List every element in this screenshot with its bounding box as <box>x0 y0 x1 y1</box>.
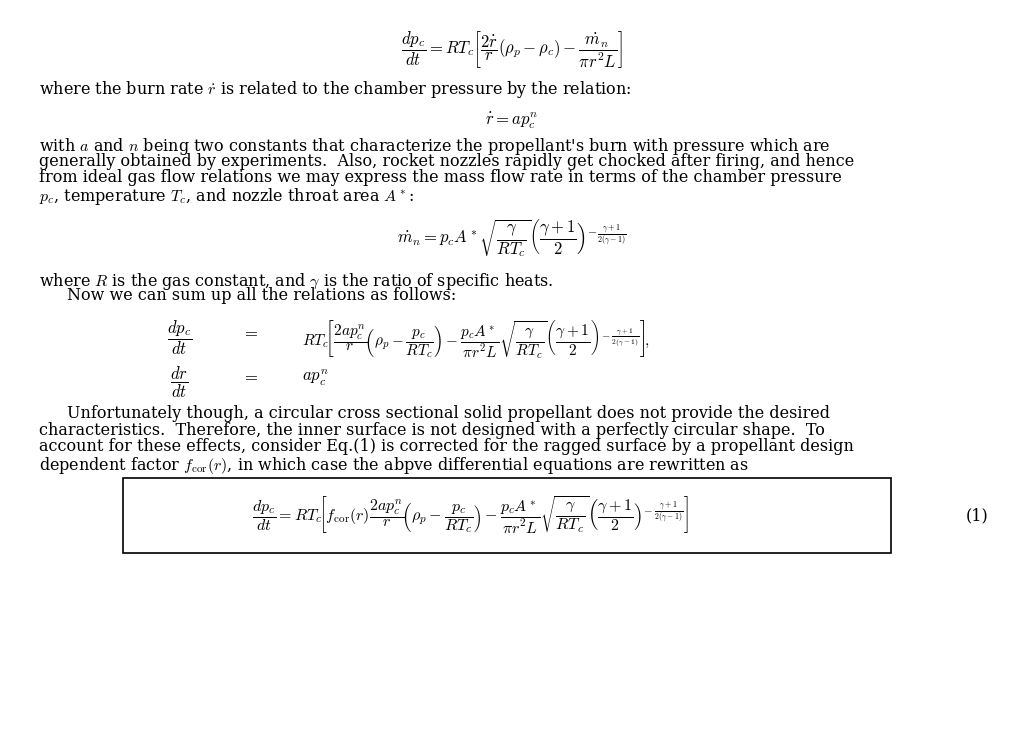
Text: where $R$ is the gas constant, and $\gamma$ is the ratio of specific heats.: where $R$ is the gas constant, and $\gam… <box>39 271 554 292</box>
Text: dependent factor $f_{\mathrm{cor}}(r)$, in which case the abpve differential equ: dependent factor $f_{\mathrm{cor}}(r)$, … <box>39 455 749 476</box>
Text: characteristics.  Therefore, the inner surface is not designed with a perfectly : characteristics. Therefore, the inner su… <box>39 422 824 438</box>
Text: $\dfrac{dp_c}{dt} = RT_c\!\left[f_{\mathrm{cor}}(r)\dfrac{2ap_c^n}{r}\!\left(\rh: $\dfrac{dp_c}{dt} = RT_c\!\left[f_{\math… <box>253 495 689 536</box>
Text: where the burn rate $\dot{r}$ is related to the chamber pressure by the relation: where the burn rate $\dot{r}$ is related… <box>39 79 631 101</box>
Text: $\dfrac{dp_c}{dt} = RT_c\left[\dfrac{2\dot{r}}{r}(\rho_p - \rho_c) - \dfrac{\dot: $\dfrac{dp_c}{dt} = RT_c\left[\dfrac{2\d… <box>401 29 623 70</box>
Text: generally obtained by experiments.  Also, rocket nozzles rapidly get chocked aft: generally obtained by experiments. Also,… <box>39 153 854 169</box>
Text: (1): (1) <box>966 507 988 524</box>
Text: $\dot{m}_n = p_c A^*\sqrt{\dfrac{\gamma}{RT_c}}\left(\dfrac{\gamma+1}{2}\right)^: $\dot{m}_n = p_c A^*\sqrt{\dfrac{\gamma}… <box>397 218 627 260</box>
Text: $ap_c^n$: $ap_c^n$ <box>302 367 329 388</box>
Text: $=$: $=$ <box>243 367 259 384</box>
Text: $\dfrac{dp_c}{dt}$: $\dfrac{dp_c}{dt}$ <box>167 319 191 358</box>
Text: Unfortunately though, a circular cross sectional solid propellant does not provi: Unfortunately though, a circular cross s… <box>67 405 829 422</box>
Text: $=$: $=$ <box>243 324 259 340</box>
Text: account for these effects, consider Eq.(1) is corrected for the ragged surface b: account for these effects, consider Eq.(… <box>39 438 854 455</box>
Text: with $a$ and $n$ being two constants that characterize the propellant's burn wit: with $a$ and $n$ being two constants tha… <box>39 136 830 157</box>
Text: $\dfrac{dr}{dt}$: $\dfrac{dr}{dt}$ <box>170 364 188 400</box>
Text: from ideal gas flow relations we may express the mass flow rate in terms of the : from ideal gas flow relations we may exp… <box>39 169 842 186</box>
Text: $\dot{r} = ap_c^n$: $\dot{r} = ap_c^n$ <box>485 111 539 132</box>
Text: Now we can sum up all the relations as follows:: Now we can sum up all the relations as f… <box>67 287 456 304</box>
Text: $RT_c\!\left[\dfrac{2ap_c^n}{r}\!\left(\rho_p - \dfrac{p_c}{RT_c}\right) - \dfra: $RT_c\!\left[\dfrac{2ap_c^n}{r}\!\left(\… <box>302 319 650 361</box>
Text: $p_c$, temperature $T_c$, and nozzle throat area $A^*$:: $p_c$, temperature $T_c$, and nozzle thr… <box>39 186 414 207</box>
